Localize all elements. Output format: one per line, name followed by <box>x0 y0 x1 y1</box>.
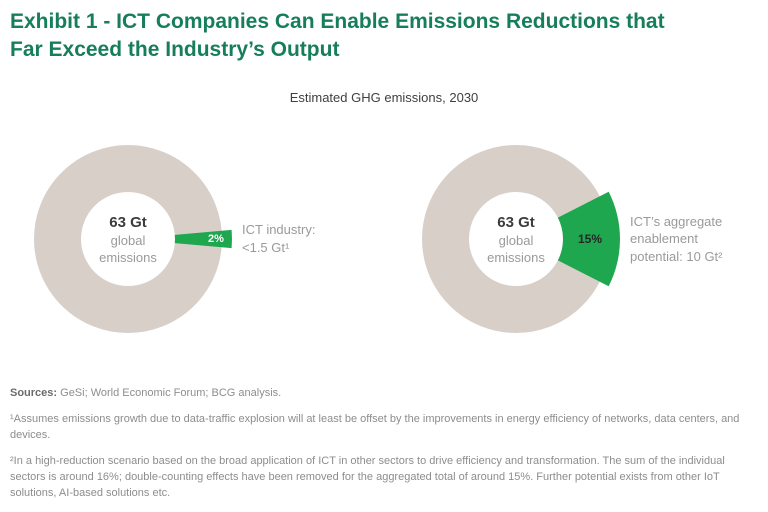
chart-annotation: ICT industry: <1.5 Gt¹ <box>242 222 316 255</box>
footnote-2: ²In a high-reduction scenario based on t… <box>10 454 725 499</box>
chart-group-ict-enablement: 15% 63 Gt global emissions ICT’s aggregate … <box>408 126 748 352</box>
sources-line: Sources: GeSi; World Economic Forum; BCG… <box>10 386 756 402</box>
sources-label: Sources: <box>10 387 58 399</box>
chart-group-ict-industry: 2% 63 Gt global emissions ICT industry: <1.… <box>20 126 360 352</box>
chart-annotation: ICT’s aggregate enablement potential: 10… <box>630 213 723 264</box>
chart-footer: Sources: GeSi; World Economic Forum; BCG… <box>10 386 756 512</box>
svg-text:63 Gt: 63 Gt <box>497 214 535 231</box>
svg-text:15%: 15% <box>578 232 602 246</box>
svg-text:emissions: emissions <box>99 250 157 265</box>
svg-text:global: global <box>111 233 146 248</box>
donut-chart-ict-enablement: 15% 63 Gt global emissions <box>422 145 620 333</box>
chart-subtitle: Estimated GHG emissions, 2030 <box>289 90 479 105</box>
exhibit-title: Exhibit 1 - ICT Companies Can Enable Emi… <box>10 10 665 61</box>
charts-row: 2% 63 Gt global emissions ICT industry: <1.… <box>0 126 768 352</box>
sources-text: GeSi; World Economic Forum; BCG analysis… <box>57 387 282 399</box>
footnote-1: ¹Assumes emissions growth due to data-tr… <box>10 412 740 441</box>
svg-text:2%: 2% <box>208 233 224 245</box>
svg-text:emissions: emissions <box>487 250 545 265</box>
svg-text:63 Gt: 63 Gt <box>109 214 147 231</box>
donut-chart-ict-industry: 2% 63 Gt global emissions <box>34 145 233 333</box>
svg-text:global: global <box>499 233 534 248</box>
